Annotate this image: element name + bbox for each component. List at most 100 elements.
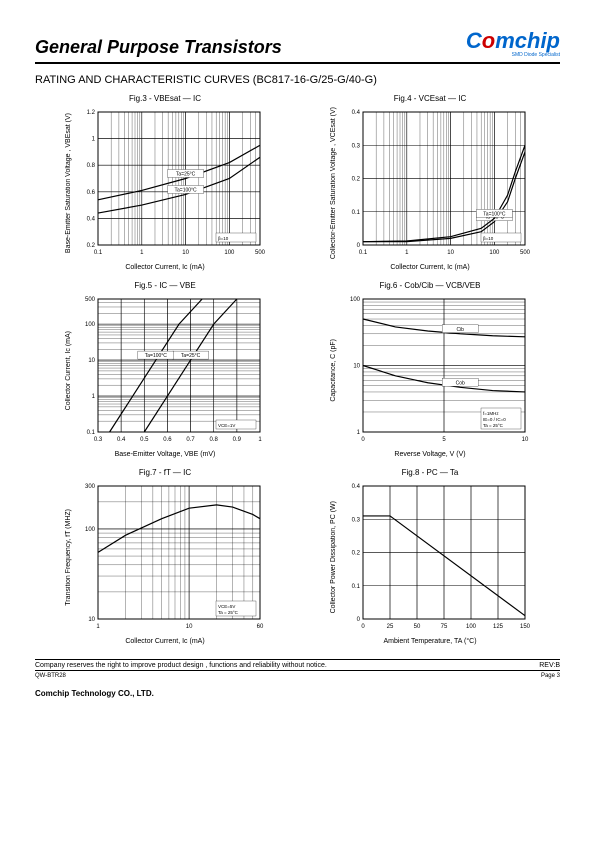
chart-svg: 0.30.40.50.60.70.80.910.1110100500Ta=25°… (76, 293, 266, 448)
chart-wrap: Base-Emitter Saturation Voltage , VBEsat… (65, 106, 266, 261)
svg-text:1: 1 (91, 394, 95, 400)
svg-text:0.4: 0.4 (351, 110, 360, 116)
svg-text:100: 100 (224, 250, 235, 256)
svg-text:5: 5 (442, 437, 446, 443)
svg-text:1: 1 (91, 137, 95, 143)
svg-text:0.3: 0.3 (351, 143, 360, 149)
svg-text:0.4: 0.4 (86, 216, 95, 222)
y-axis-label: Base-Emitter Saturation Voltage , VBEsat… (65, 113, 72, 253)
chart-c3: Fig.3 - VBEsat — IC Base-Emitter Saturat… (45, 94, 285, 271)
svg-text:125: 125 (492, 624, 503, 630)
svg-text:50: 50 (413, 624, 420, 630)
chart-c7: Fig.7 - fT — IC Transition Frequency, fT… (45, 468, 285, 645)
chart-svg: 1106010100300VCE=5VTa = 25°C (76, 480, 266, 635)
svg-text:10: 10 (88, 617, 95, 623)
svg-text:10: 10 (185, 624, 192, 630)
svg-text:500: 500 (84, 297, 95, 303)
chart-wrap: Collector Current, Ic (mA) 0.30.40.50.60… (65, 293, 266, 448)
charts-grid: Fig.3 - VBEsat — IC Base-Emitter Saturat… (35, 94, 560, 645)
svg-text:0.3: 0.3 (93, 437, 102, 443)
svg-text:10: 10 (182, 250, 189, 256)
y-axis-label: Collector Current, Ic (mA) (65, 331, 72, 410)
chart-wrap: Collector-Emitter Saturation Voltage , V… (330, 106, 531, 261)
svg-text:0.7: 0.7 (186, 437, 195, 443)
svg-text:0.1: 0.1 (93, 250, 102, 256)
svg-text:0: 0 (361, 624, 365, 630)
svg-text:f=1MHz: f=1MHz (483, 411, 499, 416)
svg-text:0.6: 0.6 (86, 190, 95, 196)
svg-text:0.4: 0.4 (351, 484, 360, 490)
svg-text:VCE=1V: VCE=1V (218, 423, 235, 428)
svg-text:0.1: 0.1 (351, 210, 360, 216)
svg-text:1.2: 1.2 (86, 110, 95, 116)
y-axis-label: Collector Power Dissipation, PC (W) (330, 501, 337, 613)
svg-text:VCE=5V: VCE=5V (218, 604, 235, 609)
chart-svg: 0510110100CibCobf=1MHzIE=0 / IC=0Ta = 25… (341, 293, 531, 448)
svg-text:0.6: 0.6 (163, 437, 172, 443)
svg-text:0.2: 0.2 (86, 243, 95, 249)
x-axis-label: Ambient Temperature, TA (°C) (383, 638, 476, 645)
svg-text:100: 100 (349, 297, 360, 303)
svg-text:150: 150 (519, 624, 530, 630)
svg-text:100: 100 (489, 250, 500, 256)
x-axis-label: Collector Current, Ic (mA) (125, 638, 204, 645)
svg-text:500: 500 (519, 250, 530, 256)
fig-title: Fig.4 - VCEsat — IC (394, 94, 466, 103)
y-axis-label: Capacitance, C (pF) (330, 339, 337, 402)
footer: Company reserves the right to improve pr… (35, 659, 560, 669)
svg-text:100: 100 (84, 322, 95, 328)
svg-text:0.8: 0.8 (209, 437, 218, 443)
chart-c6: Fig.6 - Cob/Cib — VCB/VEB Capacitance, C… (310, 281, 550, 458)
svg-text:0.1: 0.1 (86, 430, 95, 436)
chart-wrap: Collector Power Dissipation, PC (W) 0 25 5… (330, 480, 531, 635)
svg-text:0.1: 0.1 (351, 584, 360, 590)
svg-text:100: 100 (465, 624, 476, 630)
fig-title: Fig.3 - VBEsat — IC (129, 94, 201, 103)
chart-wrap: Capacitance, C (pF) 0510110100CibCobf=1M… (330, 293, 531, 448)
svg-text:β=10: β=10 (218, 236, 229, 241)
svg-text:β=10: β=10 (483, 236, 494, 241)
svg-text:1: 1 (96, 624, 100, 630)
x-axis-label: Collector Current, Ic (mA) (125, 264, 204, 271)
chart-c8: Fig.8 - PC — Ta Collector Power Dissipat… (310, 468, 550, 645)
svg-text:Ta=100°C: Ta=100°C (174, 187, 197, 193)
svg-text:500: 500 (254, 250, 265, 256)
x-axis-label: Collector Current, Ic (mA) (390, 264, 469, 271)
fig-title: Fig.6 - Cob/Cib — VCB/VEB (380, 281, 481, 290)
logo-block: Comchip SMD Diode Specialist (466, 30, 560, 58)
company-name: Comchip Technology CO., LTD. (35, 689, 560, 698)
svg-text:1: 1 (356, 430, 360, 436)
svg-text:0.2: 0.2 (351, 177, 360, 183)
svg-text:100: 100 (84, 527, 95, 533)
svg-text:Ta=25°C: Ta=25°C (175, 172, 195, 178)
svg-text:Cib: Cib (456, 327, 464, 333)
svg-text:10: 10 (353, 364, 360, 370)
doc-id-row: QW-BTR28 Page 3 (35, 670, 560, 679)
svg-text:Ta = 25°C: Ta = 25°C (218, 610, 239, 615)
svg-text:1: 1 (258, 437, 262, 443)
svg-text:10: 10 (88, 358, 95, 364)
subtitle: RATING AND CHARACTERISTIC CURVES (BC817-… (35, 74, 560, 86)
svg-text:1: 1 (140, 250, 144, 256)
page-num: Page 3 (541, 673, 560, 679)
chart-svg: 0.111010050000.10.20.30.4Ta=25°CTa=100°C… (341, 106, 531, 261)
x-axis-label: Base-Emitter Voltage, VBE (mV) (115, 451, 216, 458)
chart-svg: 0.1 1 10 100 500 0.2 0.4 0.6 0.8 1 1.2 Ta=25°C Ta=10… (76, 106, 266, 261)
svg-text:Cob: Cob (455, 380, 464, 386)
svg-text:0: 0 (356, 617, 360, 623)
svg-text:Ta = 25°C: Ta = 25°C (483, 423, 504, 428)
svg-text:Ta=100°C: Ta=100°C (483, 211, 506, 217)
svg-text:0.8: 0.8 (86, 163, 95, 169)
y-axis-label: Collector-Emitter Saturation Voltage , V… (330, 107, 337, 259)
svg-text:Ta=100°C: Ta=100°C (144, 353, 167, 359)
svg-text:Ta=25°C: Ta=25°C (180, 353, 200, 359)
svg-text:0.5: 0.5 (140, 437, 149, 443)
svg-text:25: 25 (386, 624, 393, 630)
svg-text:0.9: 0.9 (232, 437, 241, 443)
chart-c5: Fig.5 - IC — VBE Collector Current, Ic (… (45, 281, 285, 458)
svg-text:60: 60 (256, 624, 263, 630)
svg-text:300: 300 (84, 484, 95, 490)
svg-text:10: 10 (447, 250, 454, 256)
svg-text:75: 75 (440, 624, 447, 630)
chart-svg: 025507510012515000.10.20.30.4 (341, 480, 531, 635)
